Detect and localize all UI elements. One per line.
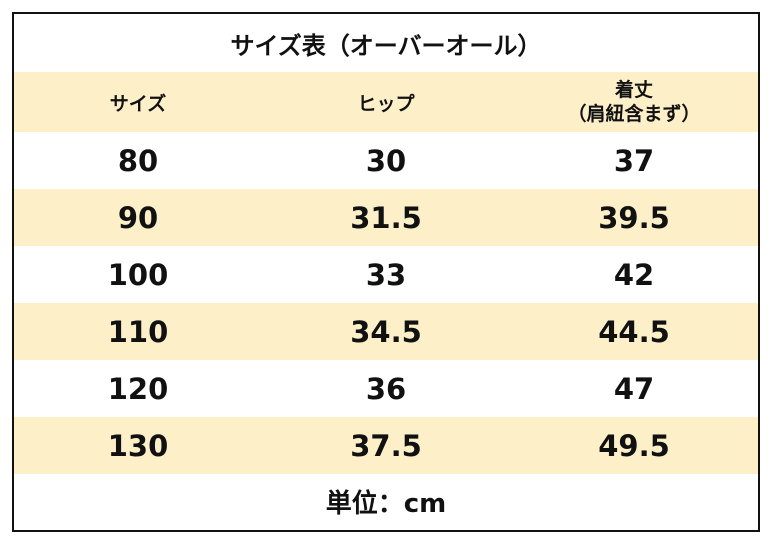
table-cell: 37	[613, 143, 655, 178]
header-cell: 着丈	[614, 79, 653, 101]
table-cell: 39.5	[598, 200, 670, 235]
table-cell: 34.5	[350, 314, 422, 349]
table-cell: 37.5	[350, 428, 422, 463]
header-note: （肩紐含まず）	[567, 103, 701, 125]
table-cell: 130	[107, 428, 169, 463]
table-cell: 33	[365, 257, 407, 292]
table-cell: 44.5	[598, 314, 670, 349]
header-cell-group: 着丈 （肩紐含まず）	[510, 78, 758, 126]
table-row: 120 36 47	[14, 360, 758, 417]
size-table: サイズ表（オーバーオール） サイズ ヒップ 着丈 （肩紐含まず） 80 30 37 9…	[12, 12, 760, 532]
header-cell: ヒップ	[357, 92, 415, 115]
table-cell: 30	[365, 143, 407, 178]
table-body: 80 30 37 90 31.5 39.5 100 33 42 110 34.5 44.5 120 36 4…	[14, 132, 758, 474]
table-cell: 31.5	[350, 200, 422, 235]
unit-note: 単位：cm	[325, 489, 447, 519]
header-cell: サイズ	[109, 92, 167, 115]
header-row: サイズ ヒップ 着丈 （肩紐含まず）	[14, 72, 758, 132]
table-row: 90 31.5 39.5	[14, 189, 758, 246]
table-cell: 36	[365, 371, 407, 406]
table-cell: 49.5	[598, 428, 670, 463]
table-row: 130 37.5 49.5	[14, 417, 758, 474]
table-cell: 47	[613, 371, 655, 406]
table-title: サイズ表（オーバーオール）	[230, 31, 542, 60]
table-cell: 100	[107, 257, 169, 292]
table-row: 100 33 42	[14, 246, 758, 303]
table-cell: 120	[107, 371, 169, 406]
table-row: 80 30 37	[14, 132, 758, 189]
table-cell: 42	[613, 257, 655, 292]
table-cell: 80	[117, 143, 159, 178]
table-row: 110 34.5 44.5	[14, 303, 758, 360]
table-cell: 90	[117, 200, 159, 235]
table-cell: 110	[107, 314, 169, 349]
